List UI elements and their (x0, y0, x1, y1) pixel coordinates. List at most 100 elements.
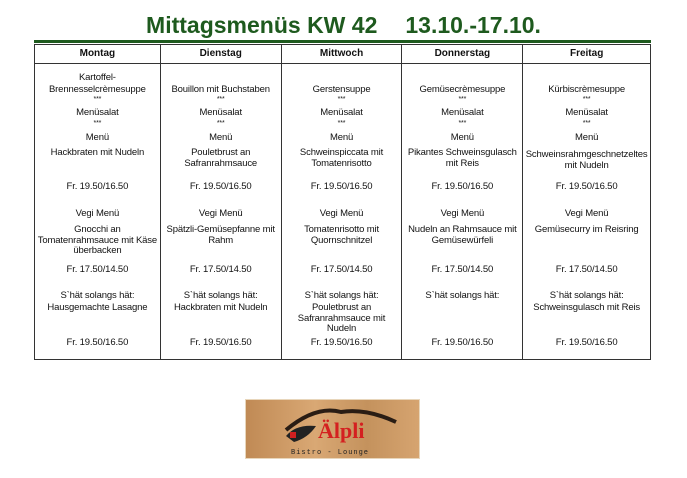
menu-price: Fr. 19.50/16.50 (189, 181, 252, 192)
vegi-dish-line: Gemüsewürfeli (431, 234, 494, 246)
separator: *** (93, 96, 102, 103)
special-label: S`hät solangs hät: (304, 290, 379, 301)
salad: Menüsalat (76, 107, 119, 118)
menu-label: Menü (85, 132, 109, 143)
vegi-label: Vegi Menü (440, 208, 485, 219)
special-price: Fr. 19.50/16.50 (66, 337, 129, 348)
soup-line: Brennesselcrèmesuppe (48, 83, 146, 95)
vegi-dish: Tomatenrisotto mit Quornschnitzel (283, 224, 401, 246)
soup-line: Kürbiscrèmesuppe (548, 83, 626, 95)
separator: *** (216, 96, 225, 103)
menu-table: Montag Kartoffel- Brennesselcrèmesuppe *** M… (34, 44, 651, 360)
soup: Kartoffel- Brennesselcrèmesuppe (36, 64, 159, 95)
day-column-mittwoch: Mittwoch Gerstensuppe *** Menüsalat *** Menü S… (281, 45, 403, 359)
vegi-dish-line: überbacken (73, 245, 122, 256)
special-price: Fr. 19.50/16.50 (310, 337, 373, 348)
soup-line: Gerstensuppe (312, 83, 371, 95)
alpli-logo: Älpli Bistro - Lounge (245, 399, 420, 459)
vegi-dish: Gnocchi an Tomatenrahmsauce mit Käse überb… (36, 224, 159, 257)
special-dish-line: Nudeln (326, 323, 357, 334)
vegi-price: Fr. 17.50/14.50 (310, 264, 373, 275)
vegi-price: Fr. 17.50/14.50 (189, 264, 252, 275)
vegi-price: Fr. 17.50/14.50 (555, 264, 618, 275)
menu-dish-line: Safranrahmsauce (184, 157, 258, 169)
day-column-donnerstag: Donnerstag Gemüsecrèmesuppe *** Menüsalat **… (402, 45, 524, 359)
menu-dish-line: Tomatenrisotto (311, 157, 372, 169)
menu-label: Menü (575, 132, 599, 143)
menu-dish-line: Pikantes Schweinsgulasch (407, 147, 517, 158)
day-column-montag: Montag Kartoffel- Brennesselcrèmesuppe *** M… (35, 45, 161, 359)
special-dish-line: Hausgemachte Lasagne (47, 302, 148, 313)
vegi-label: Vegi Menü (198, 208, 243, 219)
page-title: Mittagsmenüs KW 42 13.10.-17.10. (0, 12, 687, 39)
separator: *** (93, 120, 102, 127)
menu-dish-line: Pouletbrust an (191, 147, 251, 158)
soup: Kürbiscrèmesuppe (524, 64, 649, 95)
vegi-label: Vegi Menü (564, 208, 609, 219)
title-main: Mittagsmenüs KW 42 (146, 12, 378, 38)
menu-dish: Schweinsrahmgeschnetzeltes mit Nudeln (524, 148, 649, 171)
vegi-dish: Nudeln an Rahmsauce mit Gemüsewürfeli (403, 224, 521, 246)
menu-price: Fr. 19.50/16.50 (66, 181, 129, 192)
vegi-dish-line: Gemüsecurry im Reisring (534, 224, 639, 235)
special-dish: Hackbraten mit Nudeln (162, 302, 280, 314)
salad: Menüsalat (320, 107, 363, 118)
soup: Gemüsecrèmesuppe (403, 64, 521, 95)
day-header: Montag (35, 45, 160, 64)
vegi-dish: Gemüsecurry im Reisring (524, 224, 649, 236)
separator: *** (337, 96, 346, 103)
vegi-dish-line: Tomatenrahmsauce mit Käse (37, 234, 158, 246)
soup-line: Gemüsecrèmesuppe (419, 83, 506, 95)
menu-dish: Hackbraten mit Nudeln (36, 147, 159, 159)
menu-dish-line: Schweinspiccata mit (299, 147, 384, 158)
special-label: S`hät solangs hät: (549, 290, 624, 301)
menu-dish-line: mit Nudeln (564, 159, 609, 171)
salad: Menüsalat (565, 107, 608, 118)
menu-dish: Pikantes Schweinsgulasch mit Reis (403, 147, 521, 169)
day-column-dienstag: Dienstag Bouillon mit Buchstaben *** Menüsa… (160, 45, 282, 359)
vegi-dish-line: Tomatenrisotto mit (304, 224, 379, 235)
special-price: Fr. 19.50/16.50 (431, 337, 494, 348)
separator: *** (458, 96, 467, 103)
salad: Menüsalat (199, 107, 242, 118)
day-header: Donnerstag (402, 45, 523, 64)
soup: Bouillon mit Buchstaben (162, 64, 280, 95)
vegi-dish-line: Quornschnitzel (310, 234, 373, 246)
day-header: Freitag (523, 45, 651, 64)
special-dish-line: Safranrahmsauce mit (297, 312, 386, 324)
menu-label: Menü (209, 132, 233, 143)
menu-price: Fr. 19.50/16.50 (431, 181, 494, 192)
menu-dish: Pouletbrust an Safranrahmsauce (162, 147, 280, 169)
vegi-dish-line: Gnocchi an (74, 224, 121, 235)
soup: Gerstensuppe (283, 64, 401, 95)
day-column-freitag: Freitag Kürbiscrèmesuppe *** Menüsalat *** Me… (523, 45, 651, 359)
vegi-price: Fr. 17.50/14.50 (66, 264, 129, 275)
menu-price: Fr. 19.50/16.50 (310, 181, 373, 192)
day-header: Mittwoch (281, 45, 402, 64)
vegi-label: Vegi Menü (319, 208, 364, 219)
menu-dish-line: mit Reis (445, 157, 479, 169)
title-dates: 13.10.-17.10. (405, 12, 541, 38)
vegi-dish-line: Nudeln an Rahmsauce mit (408, 224, 517, 235)
svg-text:Bistro - Lounge: Bistro - Lounge (291, 449, 369, 457)
vegi-dish: Spätzli-Gemüsepfanne mit Rahm (162, 224, 280, 246)
menu-label: Menü (329, 132, 354, 143)
separator: *** (582, 120, 591, 127)
separator: *** (458, 120, 467, 127)
soup-line: Bouillon mit Buchstaben (171, 83, 270, 95)
special-dish: Pouletbrust an Safranrahmsauce mit Nudeln (283, 302, 401, 335)
special-dish-line: Hackbraten mit Nudeln (173, 302, 268, 313)
vegi-label: Vegi Menü (75, 208, 120, 219)
special-label: S`hät solangs hät: (60, 290, 135, 301)
vegi-dish-line: Spätzli-Gemüsepfanne mit (166, 224, 275, 235)
special-label: S`hät solangs hät: (425, 290, 500, 301)
vegi-price: Fr. 17.50/14.50 (431, 264, 494, 275)
special-dish-line: Schweinsgulasch mit Reis (533, 302, 641, 313)
menu-dish: Schweinspiccata mit Tomatenrisotto (283, 147, 401, 169)
special-price: Fr. 19.50/16.50 (555, 337, 618, 348)
menu-dish-line: Hackbraten mit Nudeln (50, 147, 145, 158)
day-header: Dienstag (160, 45, 281, 64)
svg-text:Älpli: Älpli (318, 418, 364, 443)
special-dish: Hausgemachte Lasagne (36, 302, 159, 314)
special-label: S`hät solangs hät: (183, 290, 258, 301)
